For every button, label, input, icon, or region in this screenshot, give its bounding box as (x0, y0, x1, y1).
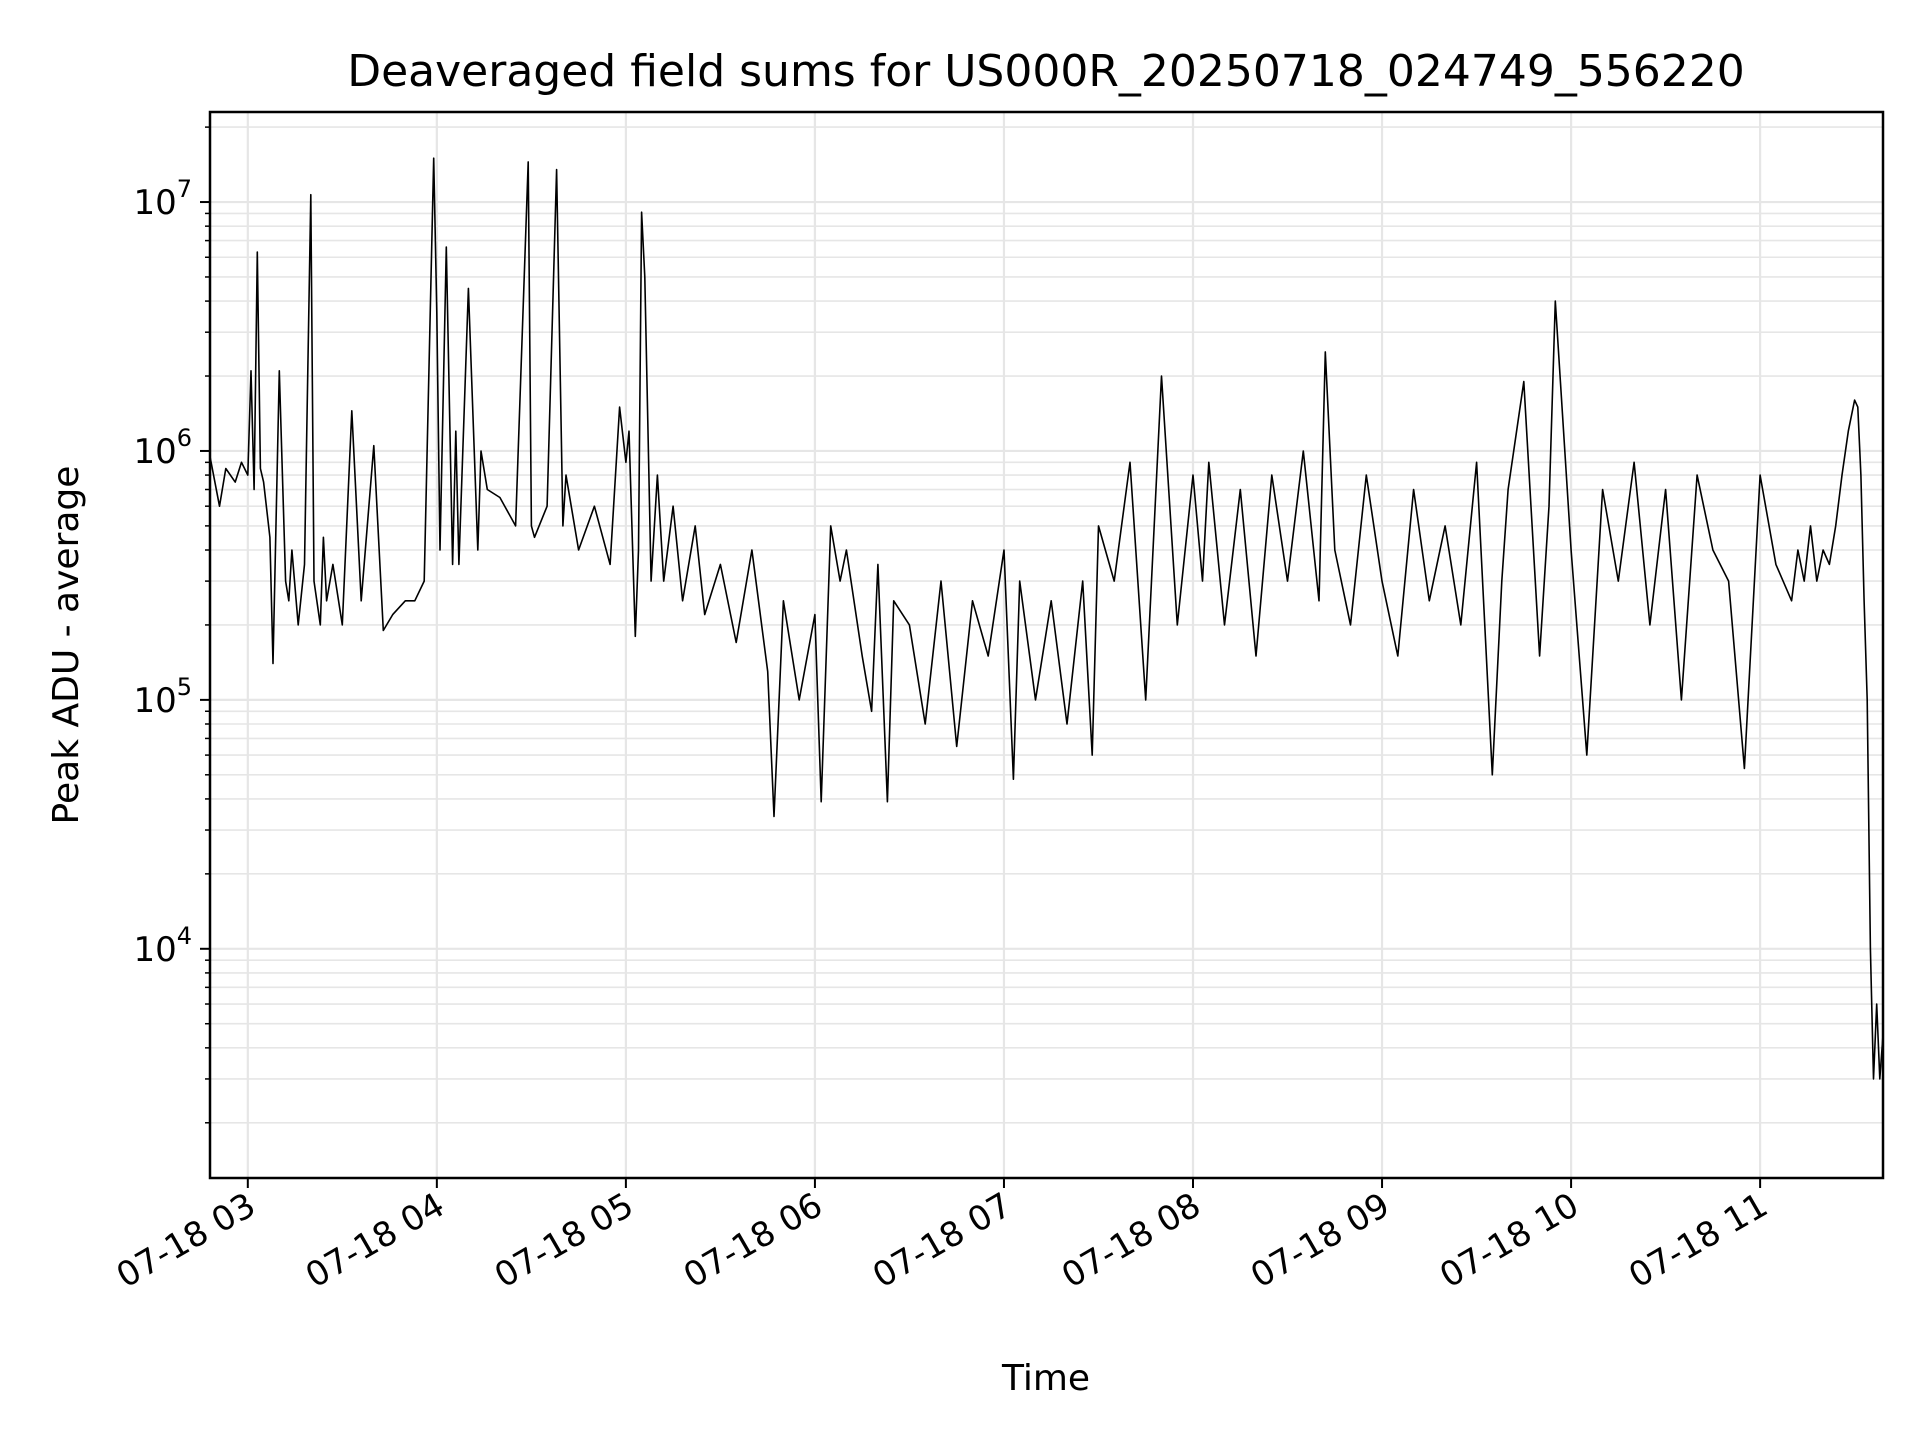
plot-frame (208, 110, 1885, 1180)
x-axis-label: Time (1001, 1358, 1090, 1399)
series-group (209, 157, 1884, 1080)
y-axis: 104 105 106 107 (133, 126, 210, 1124)
grid-lines (210, 112, 1883, 1178)
y-axis-label: Peak ADU - average (46, 466, 87, 825)
y-tick-label: 105 (133, 673, 192, 721)
y-tick-label: 106 (133, 424, 192, 472)
chart-title: Deaveraged field sums for US000R_2025071… (347, 46, 1745, 97)
y-tick-label: 107 (133, 175, 192, 223)
series-line (209, 157, 1884, 1080)
y-tick-label: 104 (133, 922, 192, 970)
